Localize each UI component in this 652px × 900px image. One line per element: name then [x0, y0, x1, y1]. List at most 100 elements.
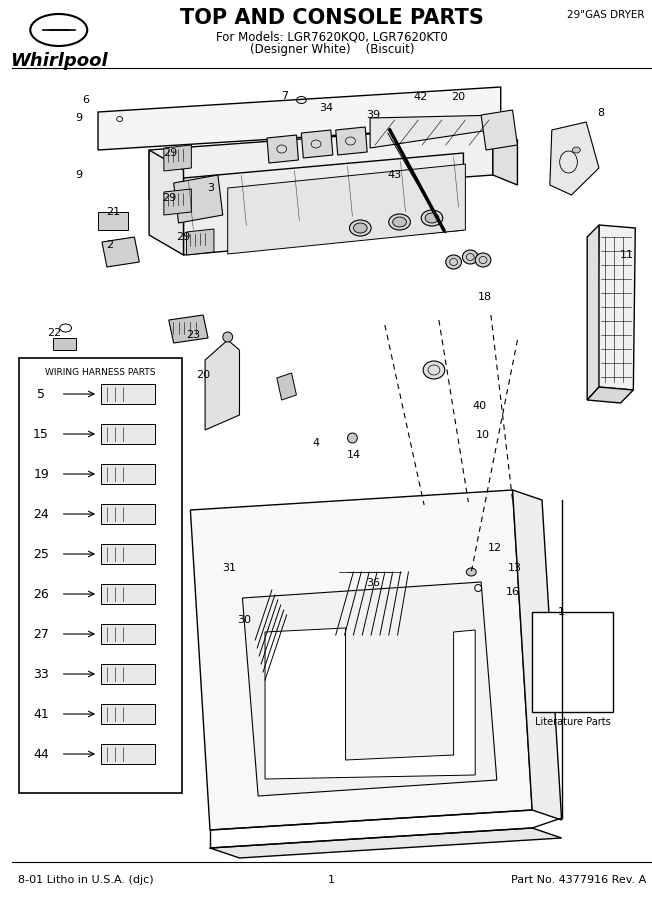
Polygon shape: [210, 828, 561, 858]
Text: 23: 23: [186, 330, 200, 340]
Polygon shape: [164, 189, 191, 215]
Ellipse shape: [393, 217, 406, 227]
Polygon shape: [186, 229, 214, 255]
Polygon shape: [164, 145, 191, 171]
Text: 29: 29: [164, 148, 178, 158]
Polygon shape: [190, 490, 532, 830]
Text: 36: 36: [366, 578, 380, 588]
Text: 34: 34: [319, 103, 333, 113]
Bar: [20, 358, 181, 793]
Text: 43: 43: [387, 170, 402, 180]
Text: 33: 33: [33, 668, 49, 680]
Bar: [101, 584, 155, 604]
Polygon shape: [149, 150, 183, 255]
Bar: [532, 612, 613, 712]
Text: 21: 21: [106, 207, 120, 217]
Text: 20: 20: [196, 370, 210, 380]
Text: 9: 9: [75, 170, 82, 180]
Text: 42: 42: [413, 92, 427, 102]
Ellipse shape: [353, 223, 367, 233]
Text: 8-01 Litho in U.S.A. (djc): 8-01 Litho in U.S.A. (djc): [18, 875, 153, 885]
Ellipse shape: [572, 147, 580, 153]
Ellipse shape: [423, 361, 445, 379]
Polygon shape: [173, 175, 223, 223]
Polygon shape: [493, 125, 518, 185]
Text: 31: 31: [223, 563, 237, 573]
Text: 22: 22: [47, 328, 61, 338]
Bar: [101, 384, 155, 404]
Polygon shape: [98, 87, 501, 150]
Text: 1: 1: [329, 875, 335, 885]
Bar: [101, 504, 155, 524]
Polygon shape: [370, 115, 503, 148]
Bar: [53, 338, 76, 350]
Polygon shape: [587, 387, 633, 403]
Text: 15: 15: [33, 428, 49, 440]
Text: 27: 27: [33, 627, 49, 641]
Text: 6: 6: [82, 95, 89, 105]
Bar: [98, 212, 128, 230]
Text: 29: 29: [177, 232, 190, 242]
Text: 5: 5: [37, 388, 45, 400]
Text: 41: 41: [33, 707, 49, 721]
Polygon shape: [265, 628, 475, 779]
Text: 2: 2: [106, 240, 113, 250]
Text: 24: 24: [33, 508, 49, 520]
Text: Part No. 4377916 Rev. A: Part No. 4377916 Rev. A: [511, 875, 646, 885]
Text: 4: 4: [312, 438, 319, 448]
Polygon shape: [183, 153, 464, 255]
Bar: [101, 664, 155, 684]
Ellipse shape: [389, 214, 410, 230]
Text: TOP AND CONSOLE PARTS: TOP AND CONSOLE PARTS: [180, 8, 484, 28]
Polygon shape: [481, 110, 518, 150]
Ellipse shape: [223, 332, 233, 342]
Ellipse shape: [462, 250, 478, 264]
Polygon shape: [336, 127, 367, 155]
Ellipse shape: [421, 210, 443, 226]
Text: 9: 9: [75, 113, 82, 123]
Bar: [101, 624, 155, 644]
Ellipse shape: [446, 255, 462, 269]
Ellipse shape: [348, 433, 357, 443]
Bar: [101, 544, 155, 564]
Polygon shape: [301, 130, 333, 158]
Bar: [101, 704, 155, 724]
Bar: [101, 424, 155, 444]
Text: 7: 7: [281, 91, 288, 101]
Ellipse shape: [349, 220, 371, 236]
Bar: [101, 744, 155, 764]
Polygon shape: [169, 315, 208, 343]
Polygon shape: [277, 373, 297, 400]
Bar: [101, 464, 155, 484]
Text: Literature Parts: Literature Parts: [535, 717, 610, 727]
Text: 25: 25: [33, 547, 49, 561]
Text: 39: 39: [366, 110, 380, 120]
Polygon shape: [550, 122, 599, 195]
Text: 8: 8: [597, 108, 604, 118]
Polygon shape: [243, 582, 497, 796]
Text: 12: 12: [488, 543, 502, 553]
Text: 10: 10: [476, 430, 490, 440]
Text: For Models: LGR7620KQ0, LGR7620KT0: For Models: LGR7620KQ0, LGR7620KT0: [216, 30, 448, 43]
Text: (Designer White)    (Biscuit): (Designer White) (Biscuit): [250, 43, 414, 56]
Text: 30: 30: [237, 615, 252, 625]
Polygon shape: [102, 237, 140, 267]
Text: 29: 29: [162, 193, 176, 203]
Polygon shape: [149, 125, 493, 200]
Text: 29"GAS DRYER: 29"GAS DRYER: [567, 10, 644, 20]
Text: 16: 16: [505, 587, 520, 597]
Polygon shape: [267, 135, 299, 163]
Polygon shape: [512, 490, 561, 820]
Text: 1: 1: [558, 607, 565, 617]
Text: 13: 13: [507, 563, 522, 573]
Polygon shape: [597, 225, 635, 390]
Text: 18: 18: [478, 292, 492, 302]
Polygon shape: [587, 225, 599, 400]
Text: 11: 11: [619, 250, 634, 260]
Ellipse shape: [466, 568, 476, 576]
Text: 44: 44: [33, 748, 49, 760]
Text: 3: 3: [207, 183, 215, 193]
Text: 26: 26: [33, 588, 49, 600]
Text: 14: 14: [346, 450, 361, 460]
Text: 40: 40: [472, 401, 486, 411]
